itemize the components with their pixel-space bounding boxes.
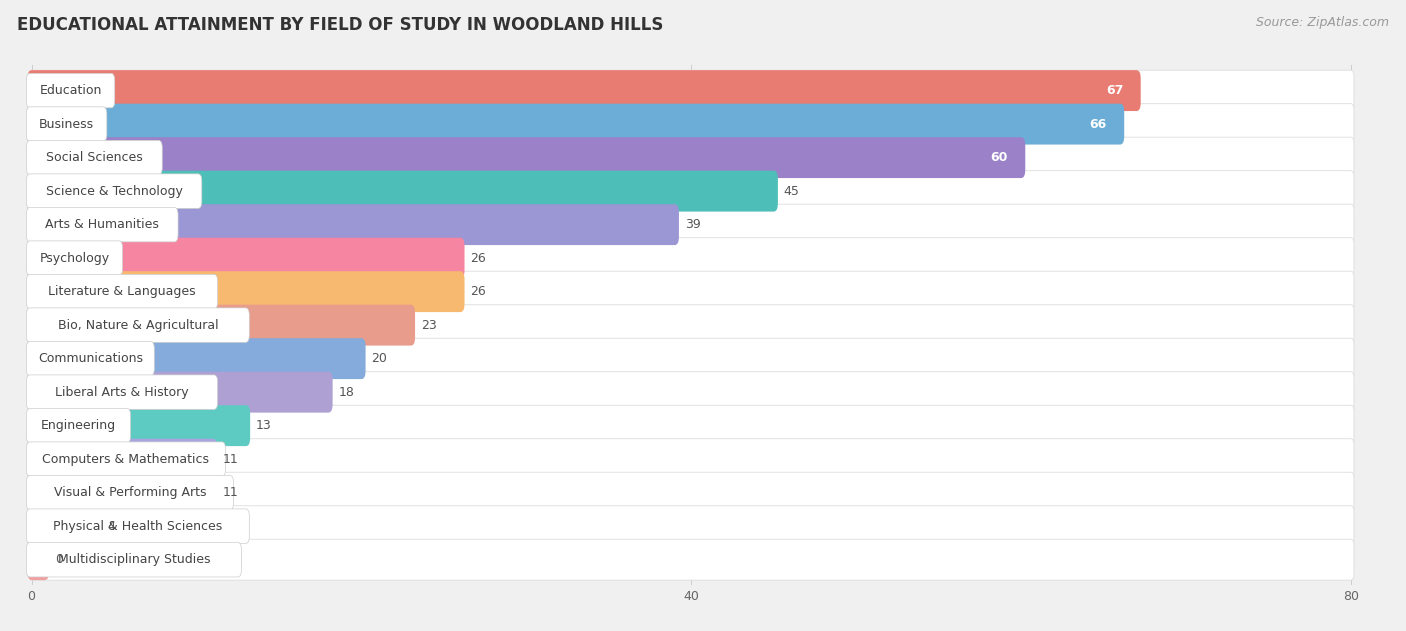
FancyBboxPatch shape xyxy=(27,308,249,343)
Text: 45: 45 xyxy=(783,185,800,198)
FancyBboxPatch shape xyxy=(27,174,202,208)
Text: Engineering: Engineering xyxy=(41,419,117,432)
FancyBboxPatch shape xyxy=(28,472,217,513)
Text: EDUCATIONAL ATTAINMENT BY FIELD OF STUDY IN WOODLAND HILLS: EDUCATIONAL ATTAINMENT BY FIELD OF STUDY… xyxy=(17,16,664,34)
FancyBboxPatch shape xyxy=(28,305,1354,346)
Text: Literature & Languages: Literature & Languages xyxy=(48,285,195,298)
FancyBboxPatch shape xyxy=(28,372,333,413)
FancyBboxPatch shape xyxy=(28,472,1354,513)
FancyBboxPatch shape xyxy=(28,103,1125,144)
FancyBboxPatch shape xyxy=(28,405,1354,446)
Text: Business: Business xyxy=(39,117,94,131)
FancyBboxPatch shape xyxy=(27,140,162,175)
Text: Education: Education xyxy=(39,84,101,97)
Text: Psychology: Psychology xyxy=(39,252,110,264)
FancyBboxPatch shape xyxy=(27,442,225,476)
Text: Bio, Nature & Agricultural: Bio, Nature & Agricultural xyxy=(58,319,218,332)
FancyBboxPatch shape xyxy=(28,305,415,346)
Text: 60: 60 xyxy=(991,151,1008,164)
Text: 26: 26 xyxy=(471,285,486,298)
Text: Science & Technology: Science & Technology xyxy=(45,185,183,198)
Text: Arts & Humanities: Arts & Humanities xyxy=(45,218,159,231)
FancyBboxPatch shape xyxy=(28,137,1025,178)
Text: Social Sciences: Social Sciences xyxy=(46,151,142,164)
Text: 20: 20 xyxy=(371,352,387,365)
FancyBboxPatch shape xyxy=(28,405,250,446)
FancyBboxPatch shape xyxy=(27,107,107,141)
Text: 11: 11 xyxy=(224,486,239,499)
FancyBboxPatch shape xyxy=(28,103,1354,144)
FancyBboxPatch shape xyxy=(28,238,1354,278)
FancyBboxPatch shape xyxy=(28,338,1354,379)
Text: 13: 13 xyxy=(256,419,271,432)
Text: Communications: Communications xyxy=(38,352,143,365)
FancyBboxPatch shape xyxy=(27,408,131,443)
Text: Multidisciplinary Studies: Multidisciplinary Studies xyxy=(58,553,209,566)
FancyBboxPatch shape xyxy=(27,375,218,410)
Text: 67: 67 xyxy=(1107,84,1123,97)
Text: Visual & Performing Arts: Visual & Performing Arts xyxy=(53,486,207,499)
FancyBboxPatch shape xyxy=(28,372,1354,413)
Text: 66: 66 xyxy=(1090,117,1107,131)
FancyBboxPatch shape xyxy=(28,506,1354,546)
FancyBboxPatch shape xyxy=(28,137,1354,178)
Text: 4: 4 xyxy=(107,520,115,533)
FancyBboxPatch shape xyxy=(28,439,217,480)
FancyBboxPatch shape xyxy=(28,439,1354,480)
FancyBboxPatch shape xyxy=(27,341,155,376)
FancyBboxPatch shape xyxy=(28,171,778,211)
FancyBboxPatch shape xyxy=(27,543,242,577)
Text: 0: 0 xyxy=(55,553,63,566)
FancyBboxPatch shape xyxy=(28,70,1140,111)
FancyBboxPatch shape xyxy=(28,70,1354,111)
FancyBboxPatch shape xyxy=(27,274,218,309)
FancyBboxPatch shape xyxy=(27,208,179,242)
Text: 23: 23 xyxy=(420,319,437,332)
Text: Source: ZipAtlas.com: Source: ZipAtlas.com xyxy=(1256,16,1389,29)
FancyBboxPatch shape xyxy=(27,241,122,275)
FancyBboxPatch shape xyxy=(28,204,679,245)
FancyBboxPatch shape xyxy=(28,540,49,580)
FancyBboxPatch shape xyxy=(27,73,115,108)
FancyBboxPatch shape xyxy=(28,506,101,546)
FancyBboxPatch shape xyxy=(28,238,464,278)
FancyBboxPatch shape xyxy=(28,171,1354,211)
FancyBboxPatch shape xyxy=(27,509,249,543)
FancyBboxPatch shape xyxy=(28,204,1354,245)
Text: Computers & Mathematics: Computers & Mathematics xyxy=(42,452,209,466)
FancyBboxPatch shape xyxy=(28,540,1354,580)
Text: Physical & Health Sciences: Physical & Health Sciences xyxy=(53,520,222,533)
FancyBboxPatch shape xyxy=(27,475,233,510)
Text: 26: 26 xyxy=(471,252,486,264)
FancyBboxPatch shape xyxy=(28,338,366,379)
Text: 11: 11 xyxy=(224,452,239,466)
Text: Liberal Arts & History: Liberal Arts & History xyxy=(55,386,188,399)
Text: 39: 39 xyxy=(685,218,700,231)
FancyBboxPatch shape xyxy=(28,271,464,312)
FancyBboxPatch shape xyxy=(28,271,1354,312)
Text: 18: 18 xyxy=(339,386,354,399)
